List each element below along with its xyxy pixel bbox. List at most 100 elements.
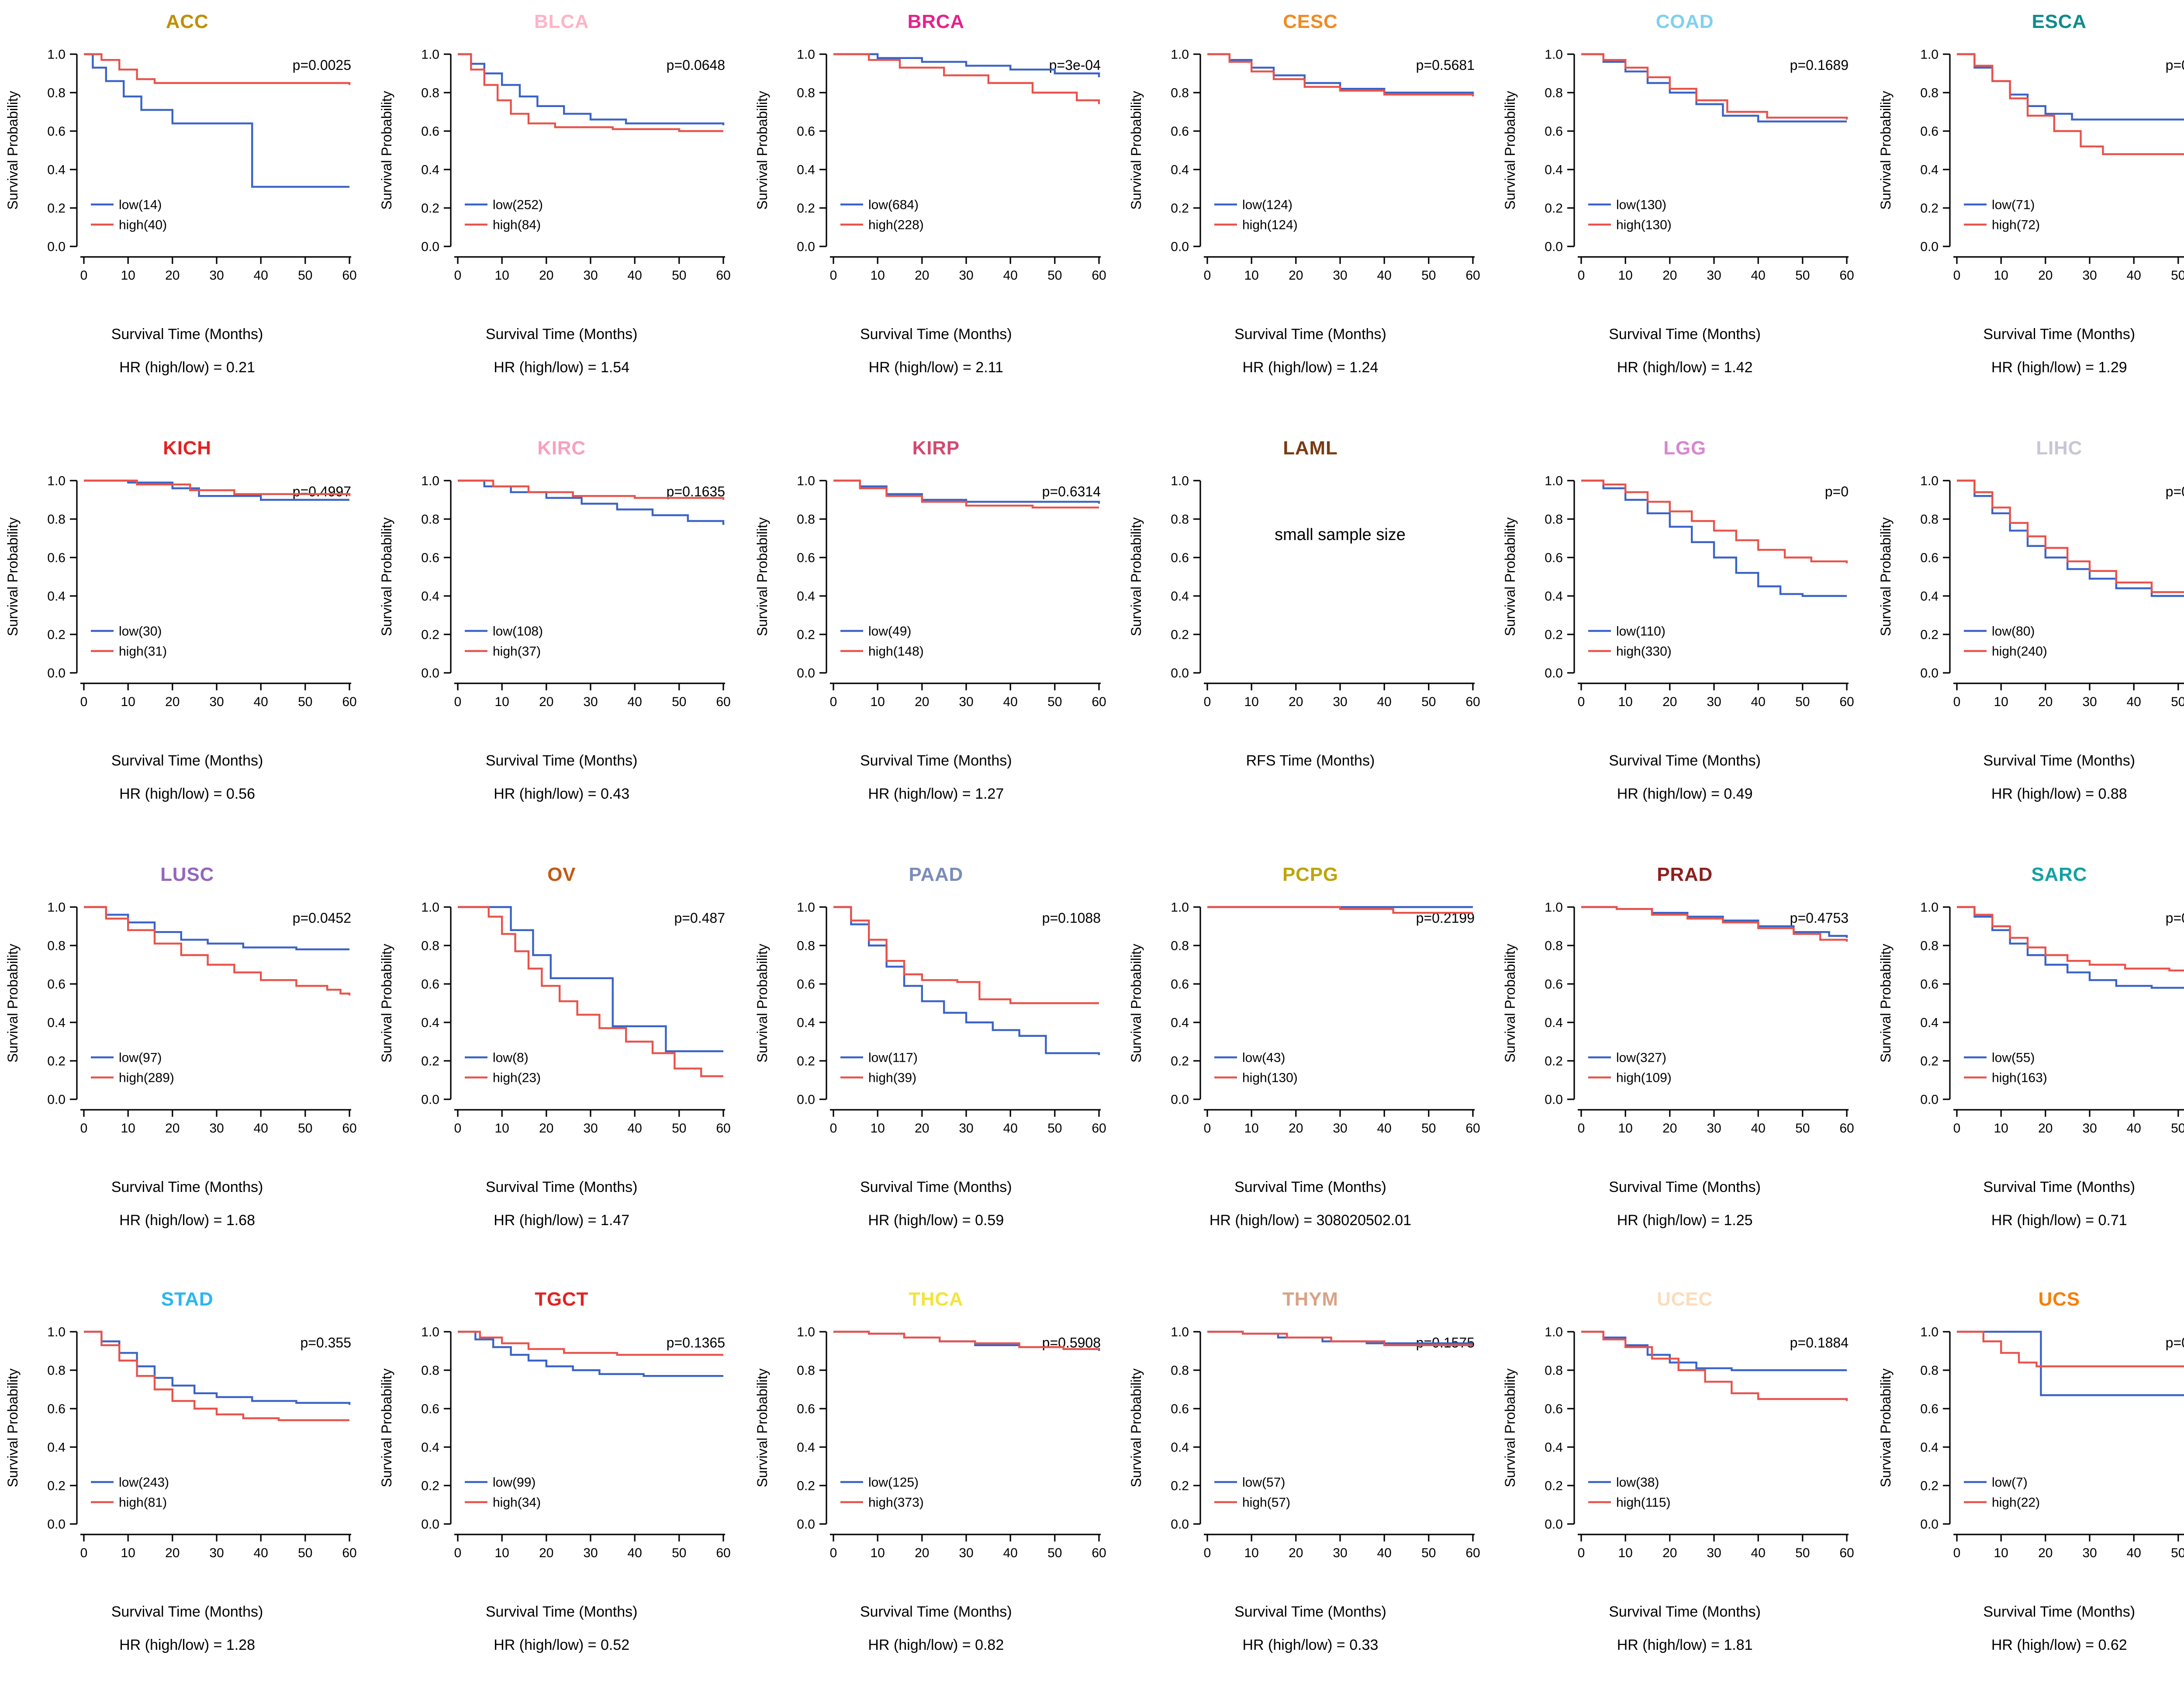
x-tick-label: 30 (1333, 1120, 1347, 1135)
survival-panel: KICH 1.0 0.8 0.6 0.4 0.2 0.0 Survival Probabil… (0, 426, 374, 852)
x-tick-label: 0 (1578, 268, 1586, 283)
x-tick-label: 0 (1204, 268, 1211, 283)
small-sample-note: small sample size (1275, 525, 1406, 544)
x-tick-label: 40 (1377, 268, 1391, 283)
x-tick-label: 30 (1333, 694, 1347, 709)
legend-label-high: high(72) (1991, 218, 2039, 232)
y-axis-title: Survival Probability (1128, 943, 1144, 1062)
y-tick-label: 0.2 (1545, 627, 1563, 641)
x-tick-label: 60 (1840, 1546, 1854, 1561)
y-axis-title: Survival Probability (1128, 91, 1144, 210)
km-curve-low (1956, 1331, 2184, 1397)
survival-panel: OV 1.0 0.8 0.6 0.4 0.2 0.0 Survival Probabilit… (374, 852, 749, 1278)
y-tick-label: 0.8 (422, 512, 440, 526)
km-curve-high (458, 905, 724, 1077)
x-tick-label: 20 (1663, 268, 1677, 283)
y-tick-label: 0.8 (48, 938, 66, 952)
x-tick-label: 20 (914, 1546, 929, 1561)
x-tick-label: 10 (1619, 268, 1633, 283)
survival-panel: THYM 1.0 0.8 0.6 0.4 0.2 0.0 Survival Probabil… (1123, 1278, 1497, 1704)
y-tick-label: 0.8 (1171, 938, 1189, 952)
x-tick-label: 40 (1752, 268, 1766, 283)
y-tick-label: 0.4 (48, 163, 66, 177)
x-tick-label: 60 (1840, 694, 1854, 709)
y-tick-label: 0.0 (1171, 665, 1189, 680)
x-tick-label: 20 (166, 694, 180, 709)
legend-label-low: low(117) (868, 1049, 917, 1064)
y-tick-label: 0.2 (796, 1053, 815, 1067)
y-tick-label: 0.0 (422, 665, 440, 680)
x-tick-label: 60 (342, 1546, 357, 1561)
x-tick-label: 20 (914, 1120, 929, 1135)
y-tick-label: 0.6 (796, 550, 815, 565)
km-plot: 1.0 0.8 0.6 0.4 0.2 0.0 Survival Probability 0 1… (1128, 1325, 1480, 1561)
hazard-ratio-label: HR (high/low) = 1.28 (119, 1636, 255, 1654)
y-axis-title: Survival Probability (1877, 91, 1893, 210)
p-value: p=0.4753 (1790, 909, 1849, 925)
x-tick-label: 20 (1289, 694, 1303, 709)
x-tick-label: 10 (121, 694, 135, 709)
x-tick-label: 0 (80, 268, 88, 283)
x-tick-label: 40 (628, 694, 643, 709)
p-value: p=0.5984 (2165, 1335, 2184, 1351)
p-value: p=0.6314 (1041, 483, 1100, 499)
x-tick-label: 10 (121, 1120, 135, 1135)
y-tick-label: 1.0 (1171, 899, 1189, 914)
panel-title: THYM (1282, 1290, 1338, 1311)
x-tick-label: 60 (717, 694, 731, 709)
y-tick-label: 0.4 (1171, 1015, 1189, 1029)
y-tick-label: 0.2 (1171, 1053, 1189, 1067)
panel-title: LAML (1283, 438, 1338, 459)
hazard-ratio-label: HR (high/low) = 1.27 (868, 784, 1004, 802)
y-tick-label: 0.6 (1545, 550, 1563, 565)
y-tick-label: 1.0 (796, 47, 815, 62)
survival-panel: LGG 1.0 0.8 0.6 0.4 0.2 0.0 Survival Probabili… (1498, 426, 1872, 852)
x-tick-label: 10 (1244, 1546, 1258, 1561)
x-tick-label: 30 (2082, 268, 2096, 283)
y-tick-label: 0.2 (48, 201, 66, 215)
km-curve-high (458, 479, 725, 499)
x-tick-label: 50 (298, 268, 313, 283)
y-tick-label: 1.0 (48, 473, 66, 488)
p-value: p=0 (1825, 483, 1849, 499)
legend-label-low: low(71) (1991, 197, 2034, 212)
km-plot: 1.0 0.8 0.6 0.4 0.2 0.0 Survival Probability 0 1… (1128, 473, 1480, 709)
panel-title: UCS (2038, 1290, 2080, 1311)
x-tick-label: 30 (1707, 694, 1721, 709)
x-tick-label: 0 (455, 268, 462, 283)
legend-label-high: high(115) (1617, 1496, 1671, 1510)
legend-label-high: high(373) (868, 1496, 923, 1510)
y-tick-label: 1.0 (422, 899, 440, 914)
y-axis-title: Survival Probability (5, 91, 21, 210)
x-tick-label: 10 (870, 694, 884, 709)
y-tick-label: 0.8 (422, 1364, 440, 1378)
panel-title: COAD (1655, 12, 1714, 33)
legend-label-low: low(125) (868, 1475, 918, 1490)
x-tick-label: 50 (1421, 268, 1436, 283)
x-tick-label: 0 (1952, 694, 1960, 709)
legend-label-low: low(252) (494, 197, 544, 212)
y-tick-label: 0.8 (796, 1364, 815, 1378)
x-tick-label: 0 (829, 1120, 836, 1135)
x-tick-label: 50 (298, 1120, 313, 1135)
x-axis-title: Survival Time (Months) (1234, 325, 1386, 343)
x-tick-label: 50 (1796, 1120, 1810, 1135)
y-tick-label: 0.0 (1920, 1091, 1938, 1106)
km-curve-high (1207, 905, 1473, 913)
km-curve-high (1582, 905, 1849, 941)
x-tick-label: 20 (1289, 1546, 1303, 1561)
x-tick-label: 50 (1796, 1546, 1810, 1561)
x-tick-label: 30 (1333, 1546, 1347, 1561)
x-tick-label: 50 (673, 1120, 687, 1135)
legend-label-low: low(43) (1242, 1049, 1285, 1064)
legend-label-low: low(49) (868, 623, 911, 638)
p-value: p=0.1365 (667, 1335, 726, 1351)
km-curve-high (833, 905, 1099, 1004)
km-plot: 1.0 0.8 0.6 0.4 0.2 0.0 Survival Probability 0 1… (1877, 473, 2184, 709)
x-tick-label: 50 (1047, 1546, 1061, 1561)
legend-label-high: high(109) (1617, 1070, 1672, 1084)
y-tick-label: 0.4 (48, 1015, 66, 1029)
y-tick-label: 0.2 (422, 1479, 440, 1493)
x-tick-label: 10 (1993, 1546, 2008, 1561)
panel-title: TGCT (535, 1290, 589, 1311)
